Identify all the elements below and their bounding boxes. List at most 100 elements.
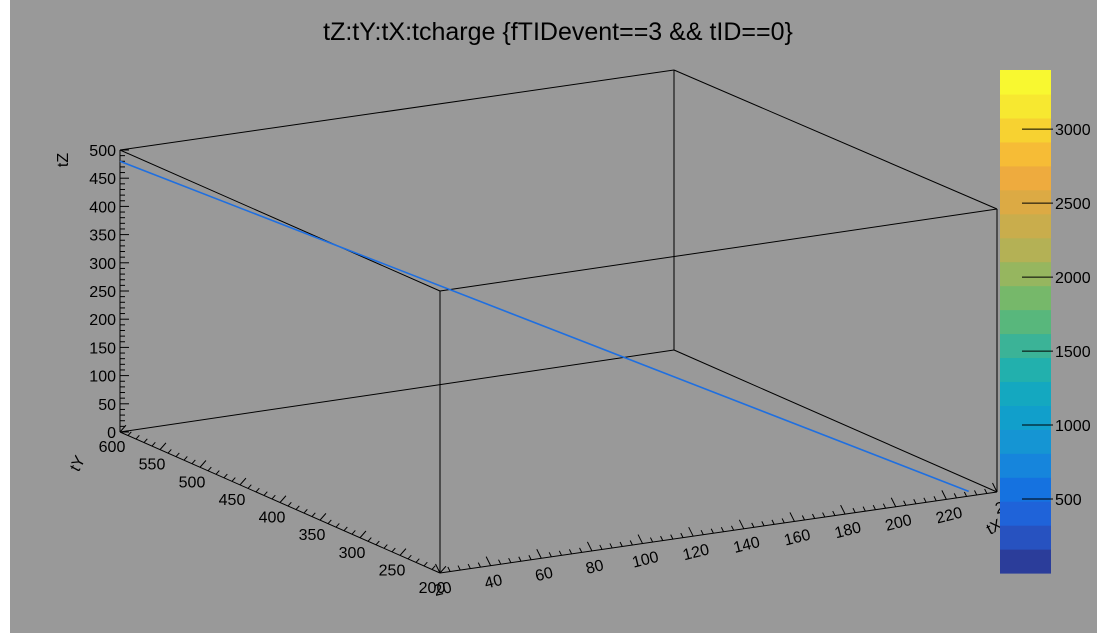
colorbar: 500 1000 1500 2000 2500 3000 — [1000, 70, 1091, 574]
x-minor-tick — [974, 490, 978, 496]
x-minor-tick — [984, 488, 988, 494]
colorbar-band — [1000, 309, 1051, 335]
colorbar-band — [1000, 405, 1051, 430]
z-tick-label: 150 — [89, 340, 116, 357]
x-major-tick — [637, 534, 643, 544]
x-minor-tick — [457, 565, 461, 571]
z-tick-label: 100 — [89, 369, 116, 386]
data-series — [119, 160, 969, 493]
y-minor-tick — [327, 519, 332, 524]
x-minor-tick — [832, 510, 836, 516]
z-tick-label: 400 — [89, 199, 116, 216]
x-minor-tick — [548, 552, 552, 558]
y-minor-tick — [391, 547, 396, 553]
y-minor-tick — [335, 523, 340, 528]
y-minor-tick — [415, 558, 420, 563]
y-major-tick — [359, 530, 367, 539]
colorbar-band — [1000, 333, 1051, 359]
x-minor-tick — [751, 522, 755, 528]
y-axis: 200 250 300 350 400 450 500 550 600 tY — [67, 424, 447, 597]
chart-title: tZ:tY:tX:tcharge {fTIDevent==3 && tID==0… — [323, 18, 793, 46]
colorbar-tick-label: 2500 — [1055, 196, 1091, 213]
x-minor-tick — [730, 525, 735, 531]
z-tick-label: 250 — [89, 284, 116, 301]
z-tick-label: 50 — [98, 397, 116, 414]
y-major-tick — [159, 442, 167, 450]
colorbar-band — [1000, 525, 1051, 550]
box-edge-2 — [673, 349, 998, 493]
y-tick-label: 350 — [299, 527, 326, 544]
x-minor-tick — [710, 528, 714, 534]
x-tick-label: 120 — [681, 541, 711, 564]
x-minor-tick — [558, 550, 562, 556]
x-minor-tick — [477, 562, 481, 568]
x-minor-tick — [629, 540, 633, 546]
box-edge-4 — [119, 149, 441, 292]
colorbar-band — [1000, 165, 1051, 191]
colorbar-band — [1000, 501, 1051, 526]
plot-pad — [10, 0, 1097, 633]
x-major-tick — [738, 519, 745, 530]
x-minor-tick — [801, 515, 806, 521]
colorbar-band — [1000, 453, 1051, 478]
y-tick-label: 600 — [99, 439, 126, 456]
z-tick-label: 450 — [89, 171, 116, 188]
colorbar-band — [1000, 141, 1051, 167]
x-minor-tick — [761, 521, 765, 527]
y-minor-tick — [247, 484, 252, 489]
z-axis-title: tZ — [55, 153, 72, 167]
colorbar-band — [1000, 93, 1051, 119]
y-minor-tick — [343, 526, 348, 532]
y-minor-tick — [215, 470, 220, 475]
y-minor-tick — [407, 554, 412, 560]
x-tick-label: 180 — [833, 519, 863, 542]
colorbar-band — [1000, 357, 1051, 382]
x-minor-tick — [822, 512, 826, 518]
box-edge-1 — [439, 491, 998, 574]
y-tick-label: 250 — [379, 562, 406, 579]
y-axis-title: tY — [67, 453, 89, 475]
colorbar-band — [1000, 237, 1051, 263]
x-minor-tick — [872, 504, 876, 510]
y-minor-tick — [263, 491, 268, 496]
y-minor-tick — [375, 540, 380, 546]
x-minor-tick — [933, 496, 937, 502]
colorbar-tick-label: 500 — [1055, 492, 1082, 509]
axes-box — [119, 69, 998, 574]
y-minor-tick — [423, 561, 428, 567]
x-tick-label: 100 — [630, 549, 660, 572]
y-major-tick — [399, 548, 407, 556]
colorbar-tick-label: 1500 — [1055, 344, 1091, 361]
y-major-tick — [199, 460, 207, 468]
x-tick-label: 160 — [782, 527, 812, 550]
x-minor-tick — [528, 555, 532, 560]
y-minor-tick — [143, 438, 148, 443]
x-minor-tick — [609, 543, 613, 549]
y-minor-tick — [311, 512, 316, 517]
z-axis: 0 50 100 150 200 250 300 350 400 450 500 tZ — [55, 143, 129, 442]
x-minor-tick — [903, 500, 907, 506]
x-minor-tick — [700, 529, 704, 535]
y-minor-tick — [287, 501, 292, 507]
x-tick-label: 200 — [884, 512, 914, 535]
box-edge-5 — [439, 208, 998, 292]
colorbar-tick-label: 2000 — [1055, 270, 1091, 287]
y-tick-label: 200 — [419, 580, 446, 597]
y-tick-label: 500 — [179, 474, 206, 491]
colorbar-band — [1000, 429, 1051, 454]
x-tick-label: 60 — [533, 564, 554, 585]
y-major-tick — [279, 495, 287, 503]
x-minor-tick — [447, 566, 451, 572]
x-tick-label: 140 — [732, 534, 762, 557]
colorbar-band — [1000, 213, 1051, 239]
z-tick-label: 300 — [89, 256, 116, 273]
y-minor-tick — [207, 466, 212, 472]
x-minor-tick — [812, 513, 816, 519]
x-major-tick — [485, 556, 492, 566]
y-minor-tick — [351, 530, 356, 535]
y-minor-tick — [383, 544, 388, 549]
x-major-tick — [992, 482, 998, 493]
x-tick-label: 20 — [432, 579, 453, 600]
